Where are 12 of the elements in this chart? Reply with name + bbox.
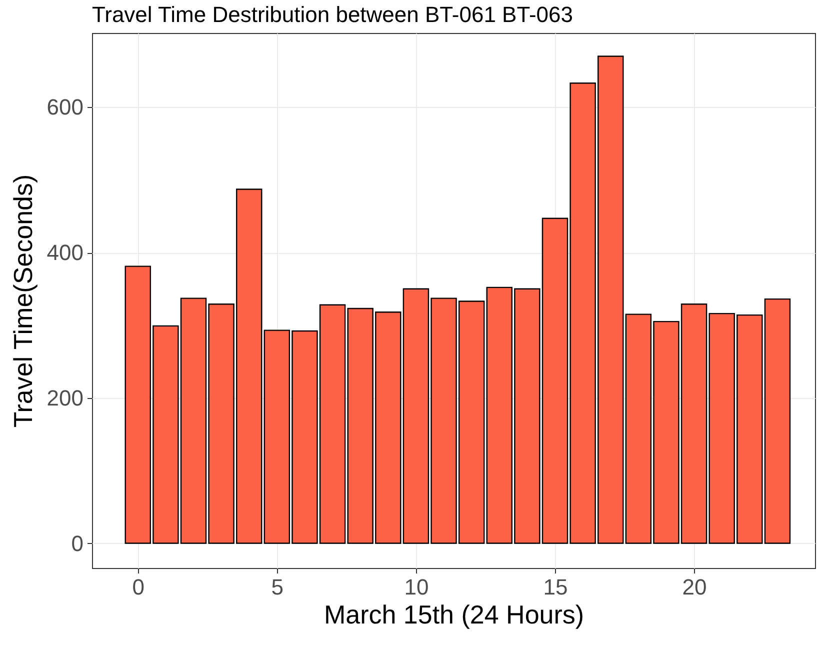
x-axis-title: March 15th (24 Hours) bbox=[324, 600, 584, 630]
x-tick-label: 10 bbox=[404, 574, 429, 600]
y-tick-label: 600 bbox=[46, 94, 84, 120]
y-tick-label: 200 bbox=[46, 385, 84, 410]
x-tick-label: 5 bbox=[271, 574, 284, 600]
x-tick-label: 20 bbox=[682, 574, 707, 600]
x-tick-label: 15 bbox=[543, 574, 568, 600]
y-tick-label: 400 bbox=[46, 240, 84, 266]
chart-title: Travel Time Destribution between BT-061 BT-063 bbox=[92, 2, 573, 27]
x-tick-label: 0 bbox=[132, 574, 145, 600]
y-axis-title: Travel Time(Seconds) bbox=[8, 174, 38, 428]
y-tick-label: 0 bbox=[71, 530, 84, 556]
